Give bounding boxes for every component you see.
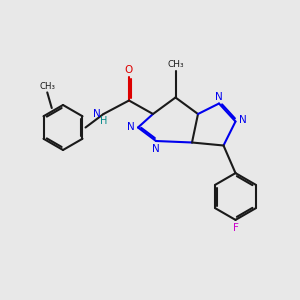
Text: N: N bbox=[238, 115, 246, 125]
Text: N: N bbox=[152, 143, 159, 154]
Text: CH₃: CH₃ bbox=[167, 60, 184, 69]
Text: CH₃: CH₃ bbox=[39, 82, 55, 91]
Text: F: F bbox=[232, 223, 238, 233]
Text: N: N bbox=[93, 109, 101, 119]
Text: H: H bbox=[100, 116, 108, 126]
Text: N: N bbox=[214, 92, 222, 102]
Text: O: O bbox=[124, 65, 133, 75]
Text: N: N bbox=[127, 122, 134, 133]
